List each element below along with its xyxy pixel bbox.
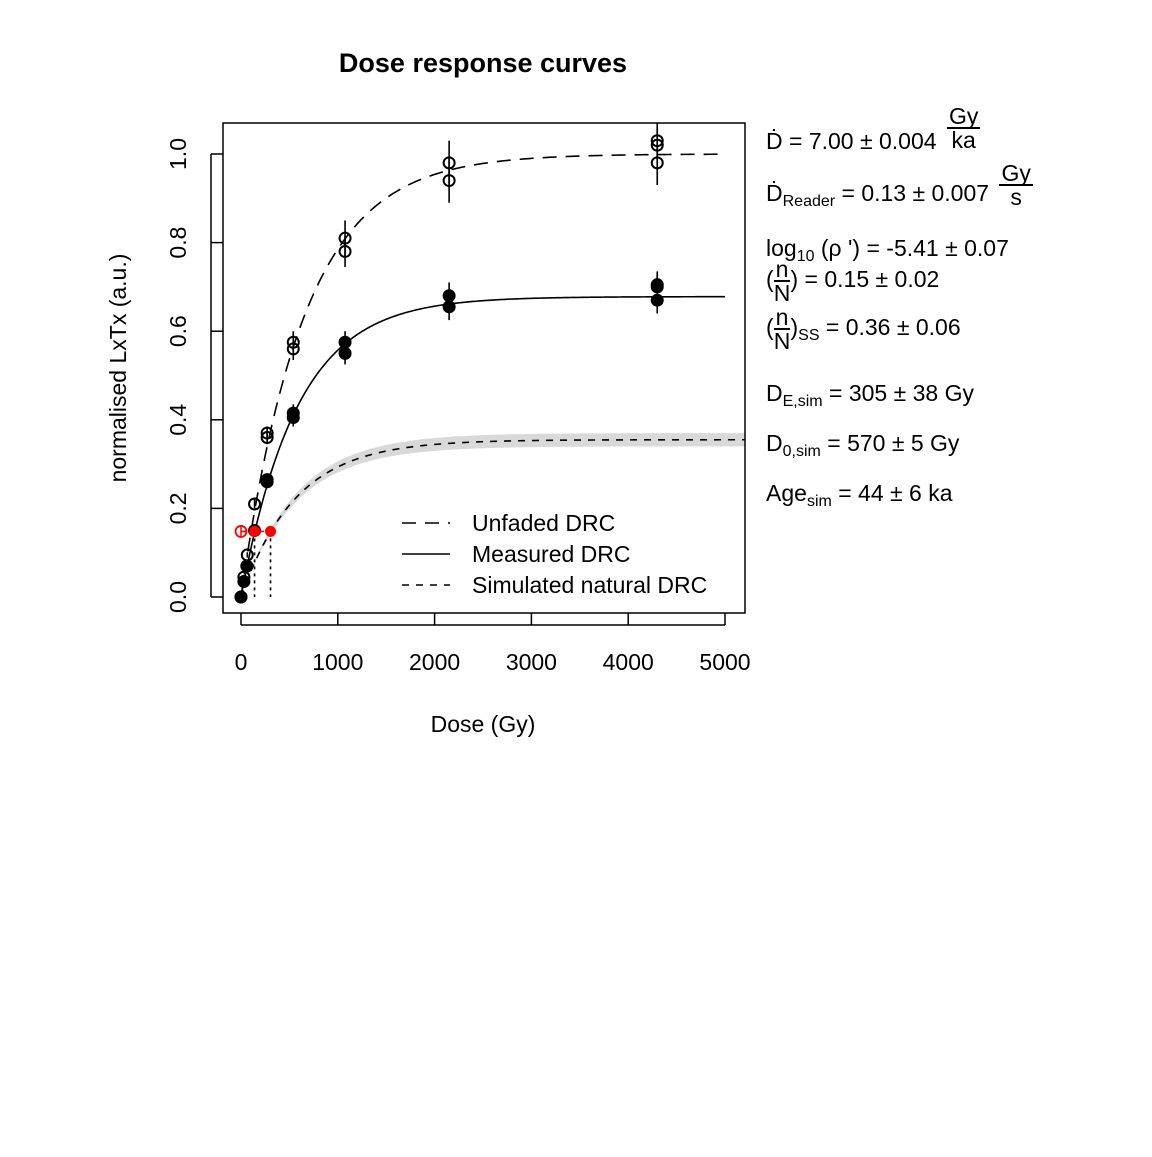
unfaded-drc-curve <box>240 153 726 598</box>
sub: E,sim <box>782 393 823 410</box>
legend-label: Unfaded DRC <box>472 510 615 536</box>
unit-den: ka <box>951 126 976 153</box>
annotation-age-sim: Agesim = 44 ± 6 ka <box>766 480 953 511</box>
annotation-nN-ss: (n N)SS = 0.36 ± 0.06 <box>766 304 961 354</box>
measured-de-point <box>249 525 261 537</box>
den: N <box>773 328 791 354</box>
legend-label: Simulated natural DRC <box>472 572 707 598</box>
value: = 44 ± 6 ka <box>838 480 953 506</box>
simulated-drc-curve <box>240 438 745 598</box>
measured-drc-curve <box>240 295 726 598</box>
x-tick-label: 4000 <box>603 649 654 675</box>
num: n <box>773 256 791 282</box>
simulated-de-point <box>265 525 277 537</box>
y-tick-label: 0.8 <box>165 227 191 259</box>
value: = 305 ± 38 Gy <box>829 380 974 406</box>
plot-frame <box>222 122 746 614</box>
y-tick-label: 0.0 <box>165 581 191 613</box>
unfaded-point <box>442 156 456 170</box>
sub: SS <box>798 327 820 345</box>
measured-point <box>286 406 300 420</box>
y-tick-label: 0.6 <box>165 315 191 347</box>
value: = 0.15 ± 0.02 <box>804 266 940 293</box>
annotation-reader-rate: ḊReader = 0.13 ± 0.007 Gy s <box>766 161 1033 211</box>
legend-label: Measured DRC <box>472 541 631 567</box>
annotation-dose-rate: Ḋ = 7.00 ± 0.004 Gy ka <box>766 104 981 155</box>
measured-point <box>260 473 274 487</box>
value: = 7.00 ± 0.004 <box>789 128 937 154</box>
annotation-d0-sim: D0,sim = 570 ± 5 Gy <box>766 430 959 461</box>
measured-point <box>338 335 352 349</box>
x-tick-label: 2000 <box>409 649 460 675</box>
annotation-rho: log10 (ρ ') = -5.41 ± 0.07 <box>766 235 1009 266</box>
num: n <box>773 304 791 330</box>
unit-den: s <box>1010 183 1022 210</box>
unit-num: Gy <box>946 102 981 129</box>
value: = 570 ± 5 Gy <box>827 430 960 456</box>
annotation-nN: (n N) = 0.15 ± 0.02 <box>766 256 940 306</box>
unfaded-point <box>338 231 352 245</box>
sub: 10 <box>796 248 815 265</box>
sub: sim <box>806 493 832 510</box>
unfaded-point <box>286 335 300 349</box>
symbol: Ḋ <box>766 180 783 206</box>
symbol: D <box>766 430 783 456</box>
annotation-de-sim: DE,sim = 305 ± 38 Gy <box>766 380 974 411</box>
x-tick-label: 1000 <box>312 649 363 675</box>
symbol: Ḋ <box>766 128 783 154</box>
symbol: D <box>766 380 783 406</box>
sub: Reader <box>782 193 836 210</box>
y-axis-label: normalised LxTx (a.u.) <box>105 254 131 483</box>
y-tick-label: 1.0 <box>165 138 191 170</box>
y-tick-label: 0.4 <box>165 404 191 436</box>
unfaded-point <box>650 134 664 148</box>
x-axis-label: Dose (Gy) <box>431 711 536 737</box>
sub: 0,sim <box>782 443 821 460</box>
symbol: Age <box>766 480 807 506</box>
x-tick-label: 5000 <box>699 649 750 675</box>
measured-point <box>237 574 251 588</box>
den: N <box>773 280 791 306</box>
measured-point <box>650 278 664 292</box>
value: (ρ ') = -5.41 ± 0.07 <box>820 235 1009 261</box>
prefix: log <box>766 235 797 261</box>
unfaded-point <box>248 497 262 511</box>
legend: Unfaded DRC Measured DRC Simulated natural… <box>402 510 707 598</box>
value: = 0.36 ± 0.06 <box>825 314 961 341</box>
x-tick-label: 0 <box>235 649 248 675</box>
unit-num: Gy <box>999 159 1033 186</box>
y-tick-label: 0.2 <box>165 492 191 524</box>
unfaded-point <box>260 426 274 440</box>
chart-title: Dose response curves <box>339 48 627 78</box>
value: = 0.13 ± 0.007 <box>841 180 990 206</box>
measured-point <box>442 289 456 303</box>
x-tick-label: 3000 <box>506 649 557 675</box>
